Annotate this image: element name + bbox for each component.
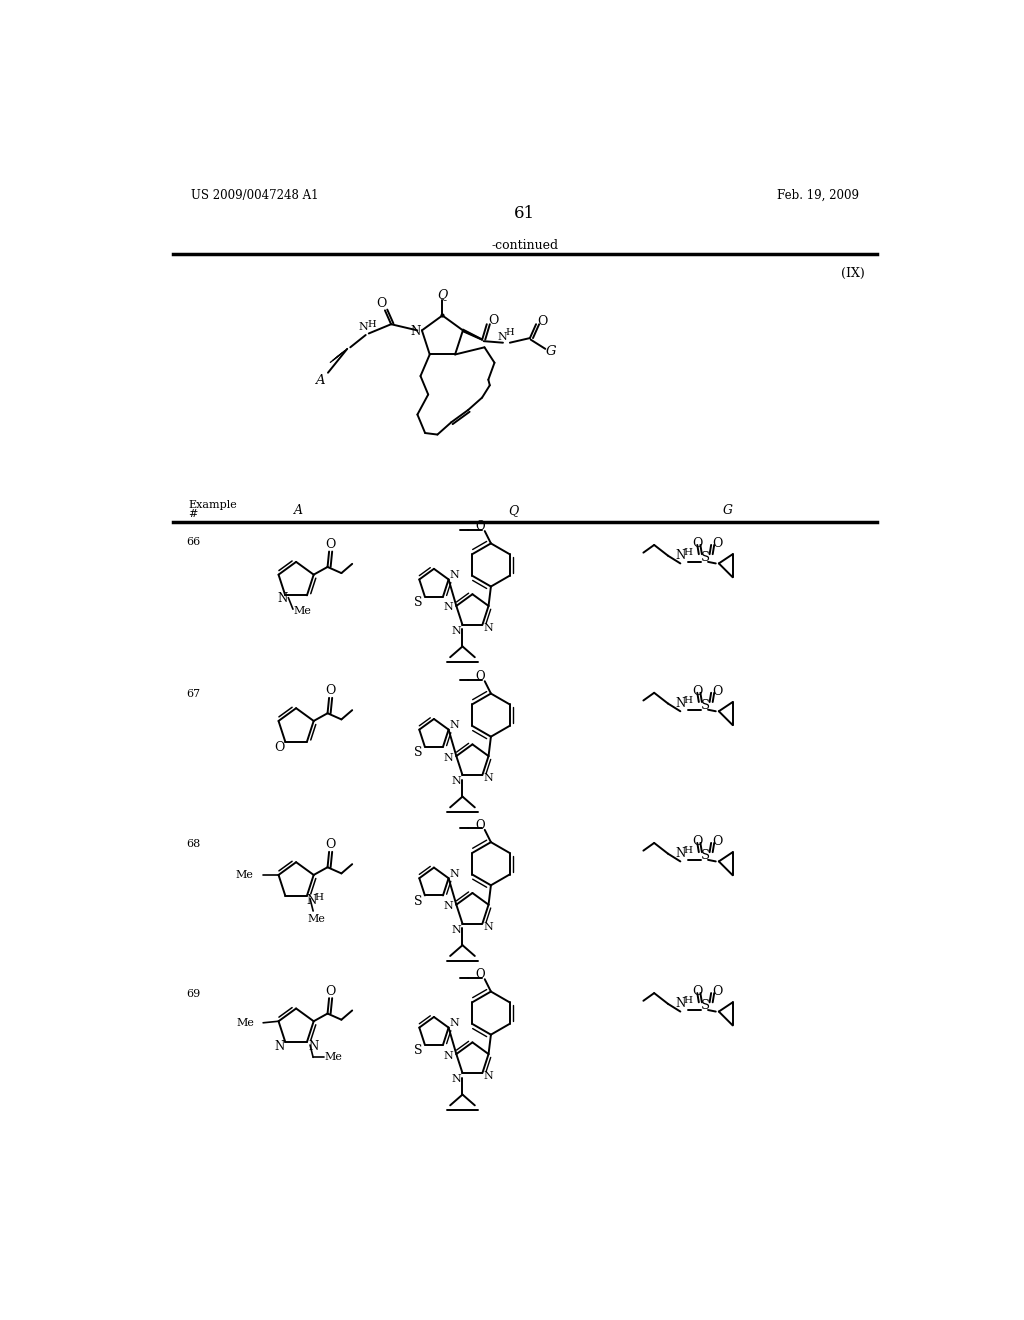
Text: S: S bbox=[700, 849, 710, 862]
Text: H: H bbox=[684, 548, 692, 557]
Text: N: N bbox=[443, 602, 454, 612]
Text: N: N bbox=[675, 697, 685, 710]
Text: N: N bbox=[452, 1074, 461, 1084]
Text: Me: Me bbox=[236, 870, 253, 880]
Text: N: N bbox=[443, 752, 454, 763]
Text: Q: Q bbox=[437, 288, 447, 301]
Text: Me: Me bbox=[307, 913, 326, 924]
Text: S: S bbox=[700, 999, 710, 1012]
Text: N: N bbox=[306, 894, 316, 907]
Text: O: O bbox=[692, 985, 702, 998]
Text: N: N bbox=[450, 1018, 460, 1028]
Text: 66: 66 bbox=[186, 537, 201, 546]
Text: N: N bbox=[443, 902, 454, 911]
Text: O: O bbox=[326, 539, 336, 552]
Text: O: O bbox=[273, 742, 285, 754]
Text: 67: 67 bbox=[186, 689, 200, 700]
Text: Me: Me bbox=[236, 1018, 254, 1028]
Text: H: H bbox=[506, 329, 514, 337]
Text: S: S bbox=[700, 550, 710, 564]
Text: H: H bbox=[684, 997, 692, 1006]
Text: O: O bbox=[537, 314, 548, 327]
Text: A: A bbox=[294, 504, 303, 517]
Text: O: O bbox=[712, 685, 723, 698]
Text: S: S bbox=[415, 747, 423, 759]
Text: N: N bbox=[450, 869, 460, 879]
Text: N: N bbox=[452, 626, 461, 636]
Text: N: N bbox=[452, 776, 461, 787]
Text: S: S bbox=[415, 597, 423, 610]
Text: O: O bbox=[377, 297, 387, 310]
Text: S: S bbox=[415, 895, 423, 908]
Text: G: G bbox=[546, 345, 556, 358]
Text: O: O bbox=[692, 685, 702, 698]
Text: O: O bbox=[475, 520, 485, 533]
Text: S: S bbox=[700, 698, 710, 711]
Text: G: G bbox=[722, 504, 732, 517]
Text: N: N bbox=[483, 921, 494, 932]
Text: N: N bbox=[483, 774, 494, 783]
Text: N: N bbox=[450, 570, 460, 579]
Text: O: O bbox=[475, 671, 485, 684]
Text: Feb. 19, 2009: Feb. 19, 2009 bbox=[777, 189, 859, 202]
Text: N: N bbox=[278, 591, 288, 605]
Text: #: # bbox=[188, 510, 198, 519]
Text: -continued: -continued bbox=[492, 239, 558, 252]
Text: N: N bbox=[274, 1040, 285, 1053]
Text: H: H bbox=[684, 846, 692, 855]
Text: N: N bbox=[452, 925, 461, 935]
Text: Example: Example bbox=[188, 500, 238, 510]
Text: H: H bbox=[684, 696, 692, 705]
Text: O: O bbox=[692, 834, 702, 847]
Text: N: N bbox=[443, 1051, 454, 1060]
Text: 68: 68 bbox=[186, 838, 201, 849]
Text: O: O bbox=[326, 838, 336, 851]
Text: O: O bbox=[712, 834, 723, 847]
Text: O: O bbox=[475, 968, 485, 981]
Text: N: N bbox=[308, 1040, 318, 1053]
Text: N: N bbox=[498, 331, 507, 342]
Text: Me: Me bbox=[325, 1052, 342, 1063]
Text: Me: Me bbox=[293, 606, 311, 616]
Text: O: O bbox=[326, 985, 336, 998]
Text: N: N bbox=[483, 623, 494, 634]
Text: O: O bbox=[475, 818, 485, 832]
Text: 61: 61 bbox=[514, 206, 536, 222]
Text: O: O bbox=[712, 985, 723, 998]
Text: O: O bbox=[712, 537, 723, 550]
Text: O: O bbox=[487, 314, 498, 327]
Text: 69: 69 bbox=[186, 989, 201, 999]
Text: N: N bbox=[675, 847, 685, 861]
Text: H: H bbox=[314, 892, 324, 902]
Text: N: N bbox=[450, 719, 460, 730]
Text: N: N bbox=[675, 998, 685, 1010]
Text: A: A bbox=[314, 374, 325, 387]
Text: S: S bbox=[415, 1044, 423, 1057]
Text: H: H bbox=[368, 319, 376, 329]
Text: O: O bbox=[692, 537, 702, 550]
Text: O: O bbox=[326, 684, 336, 697]
Text: N: N bbox=[483, 1071, 494, 1081]
Text: (IX): (IX) bbox=[841, 268, 864, 280]
Text: US 2009/0047248 A1: US 2009/0047248 A1 bbox=[190, 189, 318, 202]
Text: N: N bbox=[358, 322, 369, 333]
Text: N: N bbox=[675, 549, 685, 562]
Text: N: N bbox=[411, 326, 421, 338]
Text: Q: Q bbox=[508, 504, 518, 517]
